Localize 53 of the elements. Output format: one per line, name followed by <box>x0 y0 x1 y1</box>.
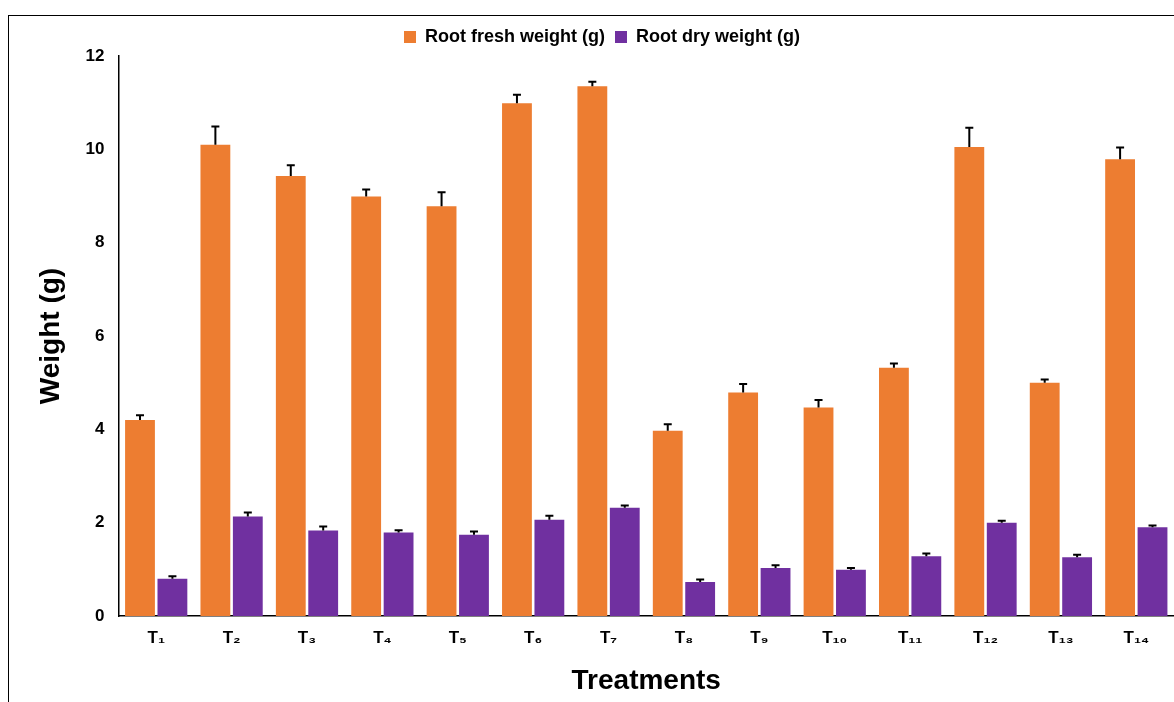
x-tick-label: T₁₁ <box>897 627 923 647</box>
bar <box>308 530 339 616</box>
x-tick-label: T₉ <box>750 627 769 647</box>
y-tick-label: 4 <box>95 419 106 439</box>
bar <box>502 103 532 616</box>
bar <box>911 556 942 616</box>
bar <box>1137 527 1168 616</box>
x-tick-label: T₁₃ <box>1048 627 1074 647</box>
bar <box>760 567 791 616</box>
bar <box>157 578 188 616</box>
legend-label: Root dry weight (g) <box>636 25 800 46</box>
x-tick-label: T₃ <box>297 627 317 647</box>
bar <box>426 206 457 616</box>
bar <box>685 581 716 616</box>
y-tick-label: 10 <box>85 139 105 159</box>
y-tick-label: 0 <box>95 605 105 625</box>
bar <box>125 420 155 616</box>
bar <box>200 144 231 616</box>
bar <box>1105 159 1136 616</box>
x-axis-title: Treatments <box>571 663 721 695</box>
y-tick-label: 6 <box>95 325 105 345</box>
x-tick-label: T₁₄ <box>1123 627 1150 647</box>
x-tick-label: T₂ <box>222 627 241 647</box>
bar <box>803 407 834 616</box>
y-tick-label: 12 <box>85 45 105 65</box>
bar <box>836 569 866 616</box>
y-tick-label: 8 <box>95 232 105 252</box>
x-tick-label: T₄ <box>373 627 392 647</box>
bar <box>1062 557 1093 616</box>
y-axis-title: Weight (g) <box>33 267 65 405</box>
x-tick-label: T₁₂ <box>973 627 998 647</box>
y-tick-label: 2 <box>95 512 105 532</box>
x-tick-label: T₆ <box>524 627 543 647</box>
bar <box>383 532 414 616</box>
bar <box>728 392 759 616</box>
bar <box>609 507 640 616</box>
x-tick-label: T₁ <box>147 627 165 647</box>
bar <box>232 516 263 616</box>
bar <box>351 196 382 616</box>
bar <box>275 175 306 616</box>
bar <box>459 534 489 616</box>
x-tick-label: T₇ <box>599 627 618 647</box>
bar <box>534 519 565 616</box>
bar <box>986 522 1017 616</box>
x-tick-label: T₁₀ <box>822 627 848 647</box>
bar <box>577 86 608 616</box>
bar <box>879 367 909 616</box>
bar <box>652 430 683 616</box>
legend-label: Root fresh weight (g) <box>425 25 606 46</box>
bar <box>954 147 985 616</box>
bar <box>1029 382 1060 616</box>
x-tick-label: T₅ <box>448 627 467 647</box>
x-tick-label: T₈ <box>674 627 694 647</box>
